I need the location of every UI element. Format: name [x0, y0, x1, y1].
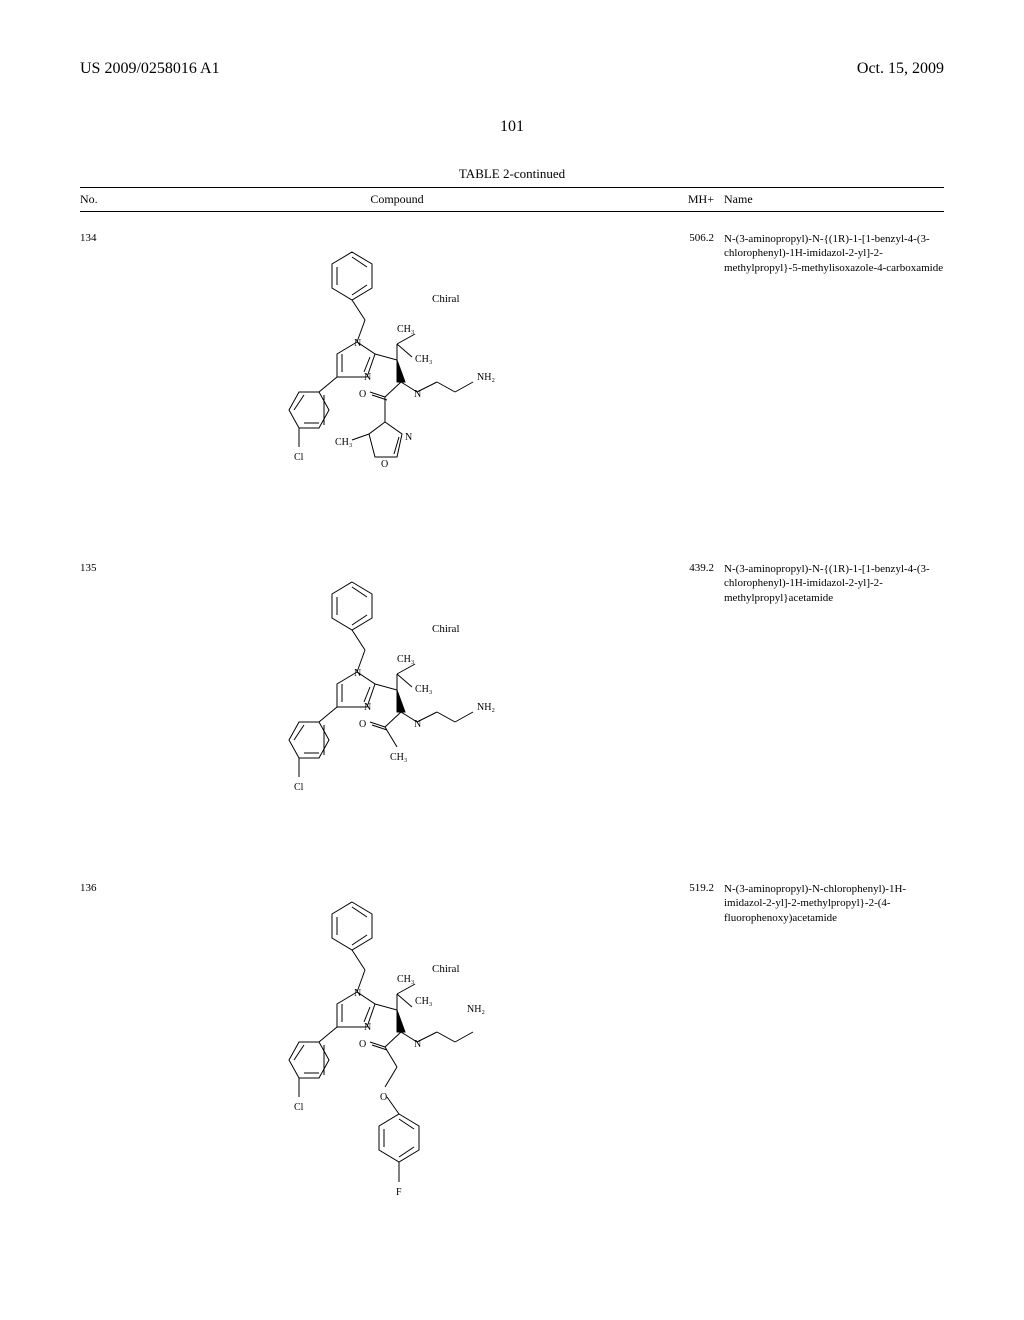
n-label: N [414, 389, 421, 400]
row-name: N-(3-aminopropyl)-N-{(1R)-1-[1-benzyl-4-… [724, 562, 944, 605]
ch3-label: CH₃ [335, 437, 352, 448]
n-label: N [354, 338, 361, 349]
header-name: Name [724, 192, 944, 207]
header-no: No. [80, 192, 130, 207]
cl-label: Cl [294, 782, 304, 793]
ch3-label: CH₃ [397, 974, 414, 985]
n-label: N [354, 988, 361, 999]
row-compound: Chiral CH₃ CH₃ NH₂ N N N O Cl CH₃ [130, 562, 664, 842]
table-row: 134 [80, 212, 944, 542]
header-mh: MH+ [664, 192, 724, 207]
ch3-label: CH₃ [390, 752, 407, 763]
n-label: N [414, 719, 421, 730]
n-label: N [414, 1039, 421, 1050]
row-compound: Chiral CH₃ CH₃ NH₂ N N N O Cl O F [130, 882, 664, 1242]
o-label: O [359, 719, 366, 730]
chemical-structure-135: Chiral CH₃ CH₃ NH₂ N N N O Cl CH₃ [257, 562, 537, 842]
page-number: 101 [80, 118, 944, 136]
row-no: 134 [80, 232, 130, 244]
chemical-structure-134: Chiral CH₃ CH₃ NH₂ N N N O Cl CH₃ O N [257, 232, 537, 522]
table-row: 135 [80, 542, 944, 862]
nh2-label: NH₂ [477, 372, 495, 383]
row-mh: 439.2 [664, 562, 724, 574]
row-mh: 506.2 [664, 232, 724, 244]
ch3-label: CH₃ [397, 324, 414, 335]
cl-label: Cl [294, 452, 304, 463]
compound-table: No. Compound MH+ Name 134 [80, 187, 944, 1262]
doc-date: Oct. 15, 2009 [857, 60, 944, 78]
chiral-label: Chiral [432, 963, 460, 975]
nh2-label: NH₂ [467, 1004, 485, 1015]
n-label: N [364, 1022, 371, 1033]
header-compound: Compound [130, 192, 664, 207]
table-row: 136 [80, 862, 944, 1262]
n-label: N [354, 668, 361, 679]
table-title: TABLE 2-continued [80, 166, 944, 182]
n-label: N [364, 702, 371, 713]
ch3-label: CH₃ [415, 996, 432, 1007]
row-compound: Chiral CH₃ CH₃ NH₂ N N N O Cl CH₃ O N [130, 232, 664, 522]
table-header-row: No. Compound MH+ Name [80, 187, 944, 212]
nh2-label: NH₂ [477, 702, 495, 713]
row-mh: 519.2 [664, 882, 724, 894]
n-label: N [364, 372, 371, 383]
ch3-label: CH₃ [397, 654, 414, 665]
document-header: US 2009/0258016 A1 Oct. 15, 2009 [80, 60, 944, 78]
cl-label: Cl [294, 1102, 304, 1113]
o-label: O [380, 1092, 387, 1103]
row-name: N-(3-aminopropyl)-N-{(1R)-1-[1-benzyl-4-… [724, 232, 944, 275]
row-name: N-(3-aminopropyl)-N-chlorophenyl)-1H-imi… [724, 882, 944, 925]
ch3-label: CH₃ [415, 354, 432, 365]
ch3-label: CH₃ [415, 684, 432, 695]
n-label: N [405, 432, 412, 443]
row-no: 136 [80, 882, 130, 894]
o-label: O [359, 1039, 366, 1050]
o-label: O [359, 389, 366, 400]
f-label: F [396, 1187, 402, 1198]
doc-number: US 2009/0258016 A1 [80, 60, 220, 78]
chiral-label: Chiral [432, 623, 460, 635]
chemical-structure-136: Chiral CH₃ CH₃ NH₂ N N N O Cl O F [257, 882, 537, 1242]
chiral-label: Chiral [432, 293, 460, 305]
o-label: O [381, 459, 388, 470]
row-no: 135 [80, 562, 130, 574]
